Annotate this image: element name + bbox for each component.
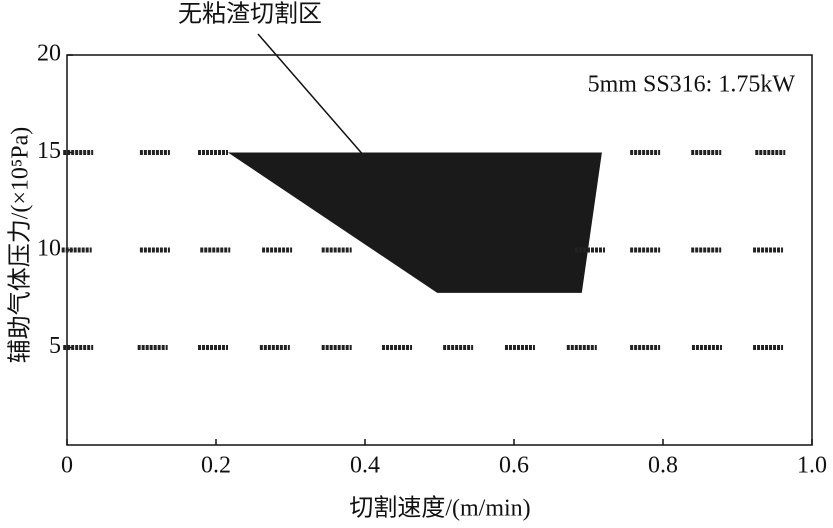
x-axis-label: 切割速度/(m/min) xyxy=(349,495,530,522)
x-tick-label: 0 xyxy=(61,453,73,479)
x-tick-label: 0.4 xyxy=(350,453,380,479)
condition-label: 5mm SS316: 1.75kW xyxy=(588,72,796,98)
no-dross-region xyxy=(227,152,602,293)
y-tick-label: 10 xyxy=(37,236,61,262)
y-tick-label: 5 xyxy=(49,333,61,359)
annotation: 无粘渣切割区 xyxy=(178,1,322,28)
x-tick-label: 0.2 xyxy=(201,453,231,479)
x-tick-label: 0.6 xyxy=(499,453,529,479)
y-tick-label: 20 xyxy=(37,41,61,67)
x-tick-label: 0.8 xyxy=(648,453,678,479)
x-tick-label: 1.0 xyxy=(797,453,827,479)
y-tick-label: 15 xyxy=(37,138,61,164)
annotation-leader xyxy=(257,33,366,158)
y-axis-label: 辅助气体压力/(×10⁵Pa) xyxy=(7,127,34,364)
